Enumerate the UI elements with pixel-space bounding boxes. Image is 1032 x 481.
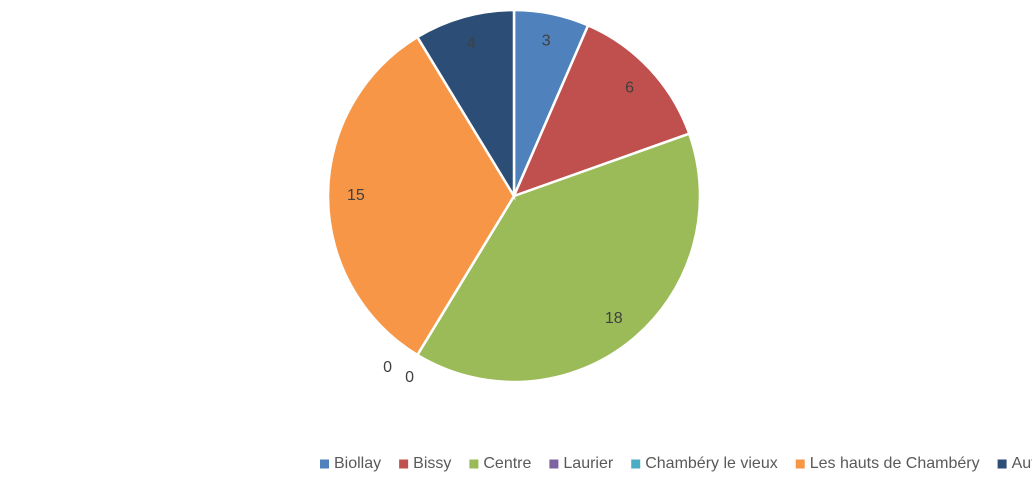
data-label: 4 xyxy=(467,35,476,52)
legend-label: Les hauts de Chambéry xyxy=(810,455,980,472)
legend-swatch xyxy=(795,459,805,469)
legend-label: Laurier xyxy=(563,455,613,472)
legend-label: Chambéry le vieux xyxy=(645,455,778,472)
legend-label: Bissy xyxy=(413,455,451,472)
data-label: 6 xyxy=(625,79,634,96)
pie-slice xyxy=(415,132,702,384)
pie-slice xyxy=(415,8,516,201)
legend-label: Centre xyxy=(483,455,531,472)
legend-swatch xyxy=(399,459,409,469)
legend-label: Biollay xyxy=(334,455,381,472)
legend-swatch xyxy=(631,459,641,469)
legend-swatch xyxy=(549,459,559,469)
legend-label: Autre xyxy=(1012,455,1032,472)
data-label: 0 xyxy=(405,369,414,386)
legend-swatch xyxy=(320,459,329,469)
data-label: 3 xyxy=(542,32,551,49)
data-label: 18 xyxy=(605,310,623,327)
data-label: 0 xyxy=(383,359,392,376)
legend-swatch xyxy=(469,459,479,469)
data-label: 15 xyxy=(347,187,365,204)
legend-swatch xyxy=(997,459,1007,469)
pie-slice xyxy=(326,35,516,357)
pie-slice xyxy=(511,23,691,199)
